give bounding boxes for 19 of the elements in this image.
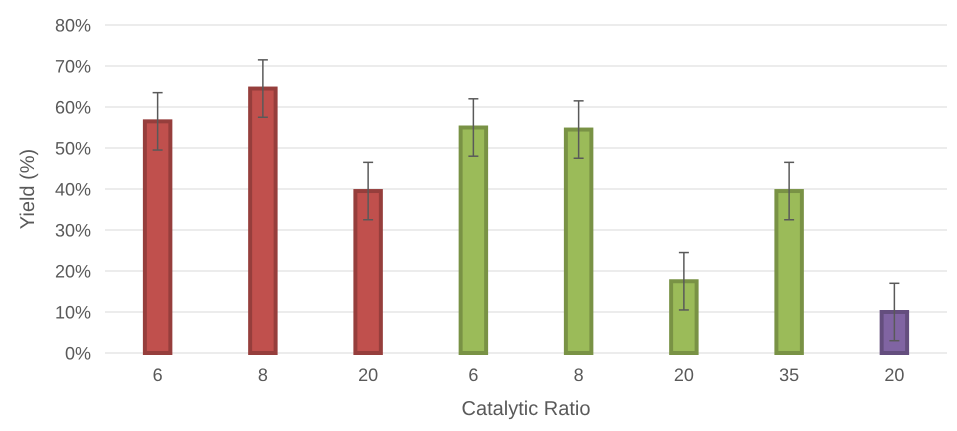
x-tick-label: 20 — [358, 365, 378, 385]
y-tick-label: 40% — [54, 179, 91, 200]
y-tick-label: 60% — [54, 97, 91, 118]
x-tick-label: 8 — [258, 365, 268, 385]
y-tick-label: 50% — [54, 138, 91, 158]
y-tick-label: 20% — [54, 261, 91, 282]
x-tick-label: 6 — [152, 365, 163, 385]
y-tick-label: 10% — [54, 302, 91, 322]
y-tick-label: 80% — [54, 15, 91, 36]
y-tick-label: 70% — [54, 56, 91, 76]
x-axis-title: Catalytic Ratio — [462, 398, 590, 420]
x-tick-label: 20 — [674, 365, 694, 385]
y-tick-label: 30% — [54, 220, 91, 240]
x-tick-label: 6 — [468, 365, 478, 385]
y-tick-label: 0% — [64, 343, 91, 364]
x-tick-label: 20 — [884, 365, 904, 385]
x-tick-label: 8 — [574, 365, 584, 385]
y-axis-title: Yield (%) — [17, 148, 39, 230]
x-tick-label: 35 — [779, 365, 800, 385]
